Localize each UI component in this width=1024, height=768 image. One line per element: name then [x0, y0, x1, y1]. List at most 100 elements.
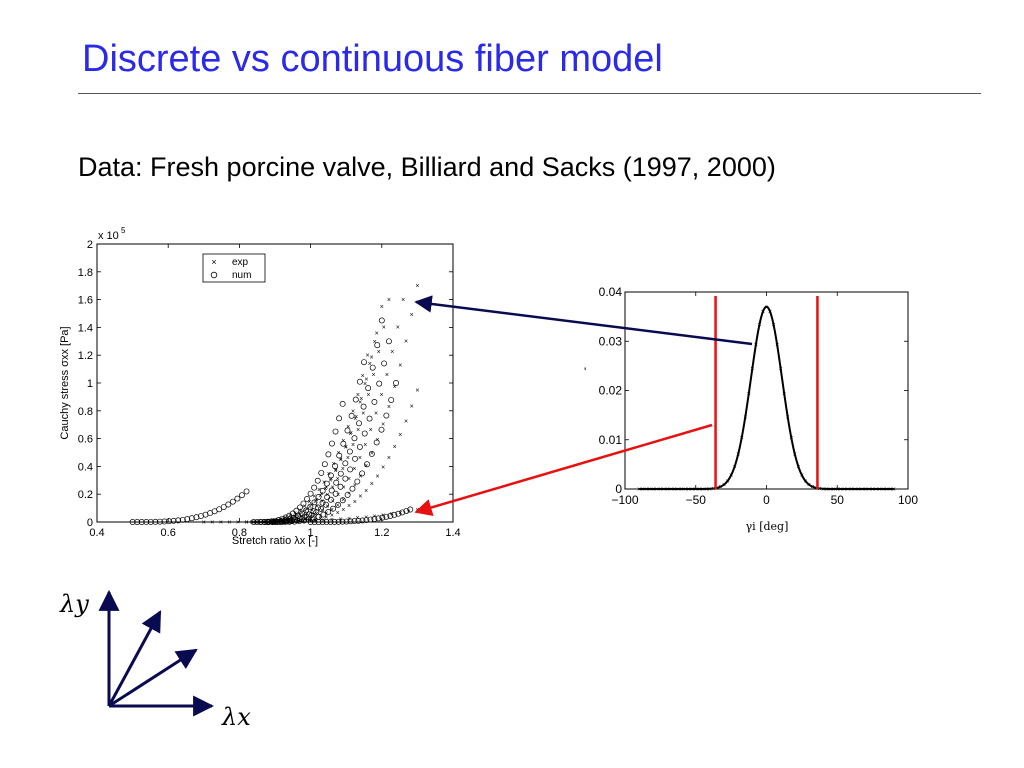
exp-point: ×: [398, 432, 402, 439]
exp-point: ×: [319, 491, 323, 498]
num-point: [138, 519, 145, 525]
num-point: [156, 518, 163, 525]
exp-point: ×: [348, 431, 352, 438]
num-point: [327, 518, 334, 525]
exp-point: ×: [370, 355, 374, 362]
num-point: [264, 519, 271, 525]
exp-point: ×: [370, 451, 374, 458]
lambda-x-label: λx: [221, 703, 251, 731]
num-point: [328, 487, 335, 494]
num-point: [361, 359, 367, 366]
distribution-point: ×: [722, 482, 726, 489]
num-point: [387, 512, 394, 519]
num-point: [399, 509, 406, 516]
distribution-point: ×: [718, 484, 722, 491]
distribution-point: ×: [772, 322, 776, 329]
num-point: [286, 518, 293, 525]
distribution-point: ×: [832, 486, 836, 493]
num-point: [161, 518, 168, 525]
chart1-x-axis-label: Stretch ratio λx [-]: [232, 535, 318, 547]
num-point: [388, 397, 395, 403]
chart1-y-exponent: x 10: [98, 230, 119, 242]
distribution-point: ×: [825, 486, 829, 493]
exp-point: ×: [313, 499, 317, 506]
num-point: [216, 506, 223, 513]
distribution-point: ×: [736, 452, 740, 459]
arrow-peak-to-curve: [414, 295, 753, 346]
exp-point: ×: [279, 519, 283, 526]
exp-point: ×: [227, 519, 231, 526]
exp-point: ×: [252, 520, 256, 527]
exp-point: ×: [295, 513, 299, 520]
num-point: [143, 519, 150, 525]
exp-point: ×: [344, 444, 348, 451]
exp-point: ×: [325, 492, 329, 499]
exp-point: ×: [371, 372, 375, 379]
distribution-point: ×: [856, 487, 860, 494]
exp-point: ×: [287, 519, 291, 526]
distribution-point: ×: [655, 487, 659, 494]
chart2-y-tick-label: 0.03: [599, 334, 623, 348]
distribution-point: ×: [662, 487, 666, 494]
exp-point: ×: [336, 476, 340, 483]
num-point: [261, 519, 268, 525]
num-point: [363, 517, 370, 523]
chart1-y-tick-label: 0.2: [78, 489, 93, 501]
chart2-y-tick-label: 0.04: [599, 285, 623, 299]
distribution-point: ×: [796, 464, 800, 471]
exp-point: ×: [339, 456, 343, 463]
num-point: [323, 501, 329, 508]
exp-point: ×: [342, 485, 346, 492]
num-point: [147, 518, 154, 525]
distribution-point: ×: [743, 415, 747, 422]
exp-point: ×: [404, 339, 408, 346]
distribution-point: ×: [680, 486, 684, 493]
num-point: [383, 513, 390, 520]
exp-point: ×: [347, 503, 351, 510]
num-point: [336, 452, 343, 459]
exp-point: ×: [356, 427, 360, 434]
num-point: [349, 485, 356, 492]
exp-point: ×: [313, 518, 317, 525]
exp-point: ×: [404, 418, 408, 425]
exp-point: ×: [341, 466, 345, 473]
distribution-point: ×: [885, 487, 889, 494]
exp-point: ×: [296, 519, 300, 526]
exp-point: ×: [289, 517, 293, 524]
exp-point: ×: [364, 488, 368, 495]
num-point: [376, 380, 383, 387]
exp-point: ×: [266, 519, 270, 526]
num-point: [332, 428, 339, 435]
chart1-y-tick-label: 0: [87, 517, 93, 529]
num-point: [179, 516, 186, 523]
num-point: [307, 503, 314, 510]
exp-point: ×: [298, 517, 302, 524]
chart1-y-axis-label: Cauchy stress σxx [Pa]: [59, 326, 71, 439]
num-point: [334, 501, 341, 508]
exp-point: ×: [347, 490, 351, 497]
exp-point: ×: [305, 506, 309, 513]
num-point: [355, 517, 362, 524]
num-point: [311, 499, 318, 506]
chart1-legend: × exp num: [202, 253, 266, 283]
num-point: [243, 488, 250, 495]
exp-point: ×: [377, 349, 381, 356]
num-point: [281, 519, 288, 525]
exp-point: ×: [236, 519, 240, 526]
exp-point: ×: [317, 487, 321, 494]
num-point: [229, 498, 236, 505]
distribution-point: ×: [849, 486, 853, 493]
distribution-point: ×: [690, 486, 694, 493]
num-point: [348, 412, 355, 419]
distribution-point: ×: [694, 486, 698, 493]
chart1-x-tick-label: 1.4: [445, 527, 460, 539]
exp-point: ×: [281, 518, 285, 525]
distribution-point: ×: [818, 486, 822, 493]
exp-point: ×: [393, 384, 397, 391]
exp-point: ×: [381, 465, 385, 472]
num-point: [344, 491, 351, 498]
distribution-point: ×: [881, 487, 885, 494]
num-point: [339, 497, 346, 504]
num-point: [359, 517, 366, 524]
